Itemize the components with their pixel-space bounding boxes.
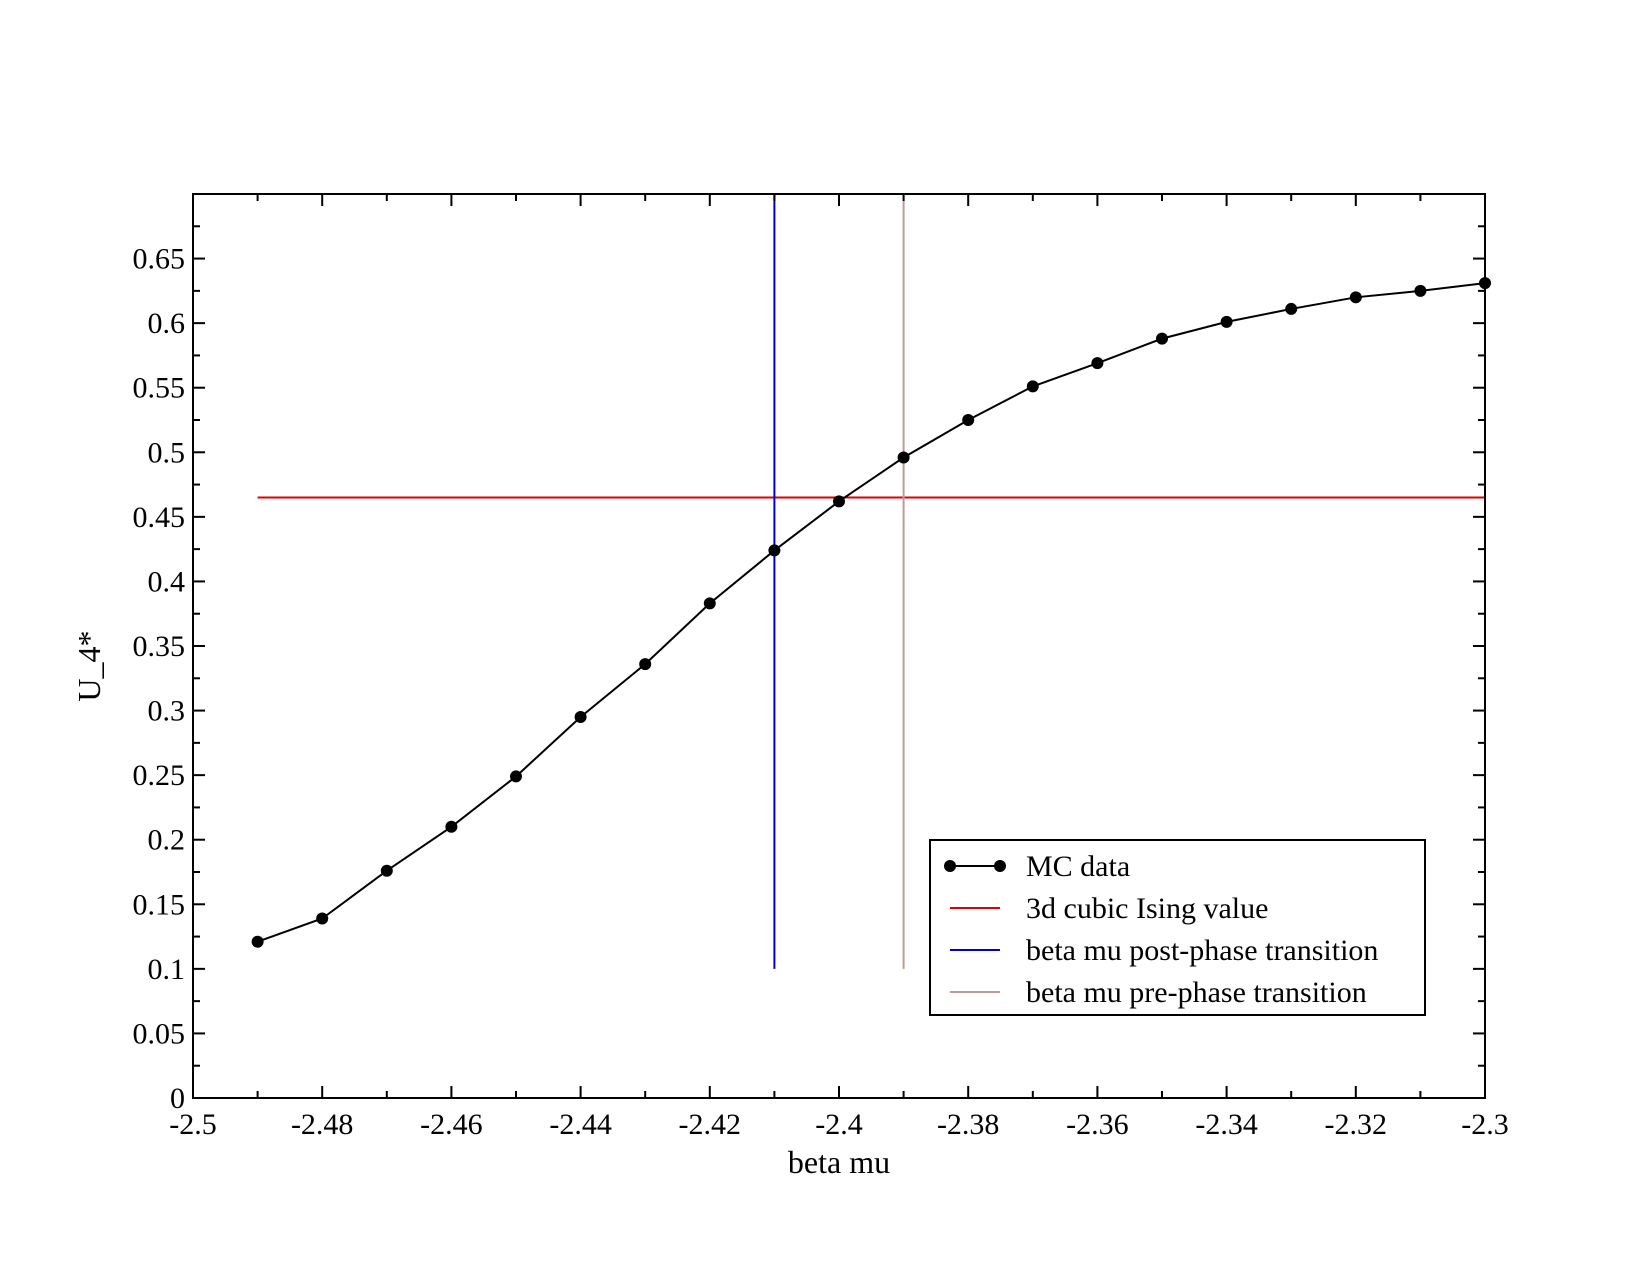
legend-marker xyxy=(944,860,956,872)
series-layer xyxy=(251,194,1491,969)
mc-data-point xyxy=(703,597,716,610)
legend-box xyxy=(929,839,1426,1016)
y-tick-label: 0.25 xyxy=(133,759,186,792)
y-tick-label: 0.15 xyxy=(133,888,186,921)
mc-data-point xyxy=(510,770,522,783)
y-tick-label: 0.05 xyxy=(133,1017,186,1050)
mc-data-point xyxy=(574,711,587,724)
y-tick-label: 0.1 xyxy=(148,953,186,986)
mc-data-line xyxy=(257,282,1486,943)
x-tick-label: -2.4 xyxy=(815,1108,863,1141)
mc-data-point xyxy=(445,820,458,833)
x-tick-label: -2.32 xyxy=(1325,1108,1388,1141)
y-tick-label: 0.55 xyxy=(133,372,186,405)
x-tick-label: -2.48 xyxy=(291,1108,354,1141)
x-tick-label: -2.42 xyxy=(679,1108,742,1141)
mc-data-point xyxy=(1349,291,1362,304)
y-tick-label: 0.4 xyxy=(148,565,186,598)
y-tick-label: 0.2 xyxy=(148,824,186,857)
x-tick-label: -2.46 xyxy=(420,1108,483,1141)
y-tick-label: 0.35 xyxy=(133,630,186,663)
ticks-layer: -2.5 -2.48 -2.46 -2.44 -2.42 -2.4 -2.38 -2.36 -2… xyxy=(133,194,1509,1141)
x-axis-title: beta mu xyxy=(788,1144,890,1180)
mc-data-point xyxy=(380,864,393,877)
mc-data-point xyxy=(316,912,329,925)
x-tick-label: -2.36 xyxy=(1066,1108,1129,1141)
x-tick-label: -2.34 xyxy=(1195,1108,1258,1141)
mc-data-point xyxy=(1285,302,1298,315)
y-tick-label: 0.45 xyxy=(133,501,186,534)
mc-data-point xyxy=(1026,380,1039,393)
x-tick-label: -2.38 xyxy=(937,1108,1000,1141)
y-tick-label: 0.6 xyxy=(148,307,186,340)
mc-data-point xyxy=(768,544,781,557)
y-axis-title: U_4* xyxy=(71,630,107,701)
mc-data-point xyxy=(833,495,845,508)
mc-data-point xyxy=(1414,284,1427,297)
legend-marker xyxy=(994,860,1006,872)
legend: MC data 3d cubic Ising value beta mu post-… xyxy=(929,839,1426,1016)
mc-data-point xyxy=(639,658,652,671)
x-tick-label: -2.44 xyxy=(549,1108,612,1141)
y-tick-label: 0.3 xyxy=(148,695,186,728)
x-tick-label: -2.3 xyxy=(1461,1108,1509,1141)
y-tick-label: 0.65 xyxy=(133,243,186,276)
mc-data-point xyxy=(1091,357,1104,370)
legend-label: MC data xyxy=(1026,850,1130,883)
mc-data-point xyxy=(251,935,264,948)
legend-label: beta mu post-phase transition xyxy=(1026,934,1378,967)
legend-label: 3d cubic Ising value xyxy=(1026,892,1268,925)
mc-data-point xyxy=(1156,332,1168,345)
mc-data-point xyxy=(897,451,910,464)
x-tick-label: -2.5 xyxy=(169,1108,217,1141)
legend-label: beta mu pre-phase transition xyxy=(1026,976,1367,1009)
mc-data-point xyxy=(962,414,975,426)
y-tick-label: 0.5 xyxy=(148,436,186,469)
mc-data-point xyxy=(1220,315,1233,328)
y-tick-label: 0 xyxy=(170,1082,185,1115)
